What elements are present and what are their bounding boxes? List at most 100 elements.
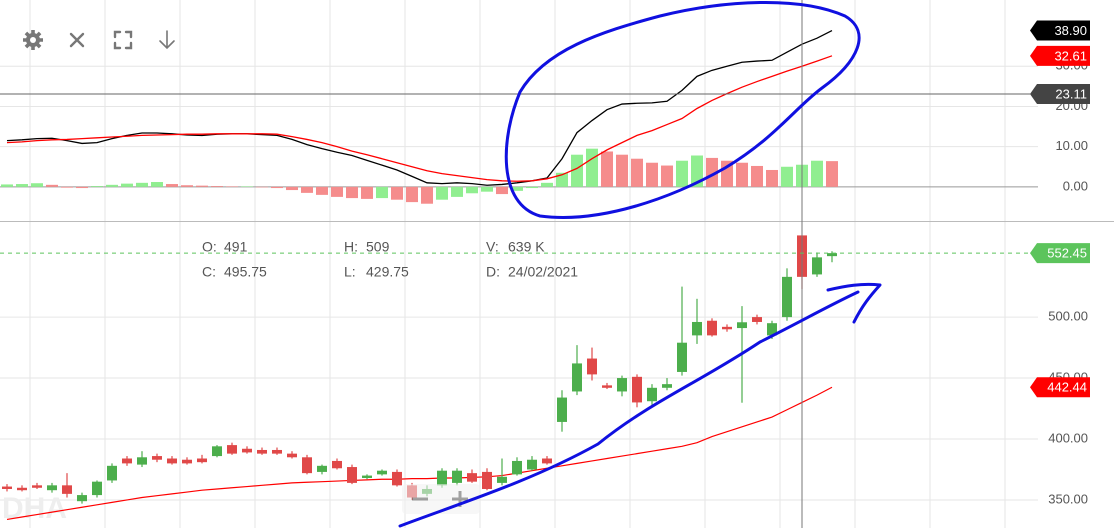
histogram-bar <box>751 165 763 187</box>
histogram-bar <box>256 186 268 188</box>
candle-body <box>437 470 447 486</box>
annotation-ellipse <box>504 1 861 219</box>
histogram-bar <box>766 169 778 187</box>
histogram-bar <box>241 186 253 187</box>
last-value-box <box>1030 45 1090 66</box>
candle-body <box>317 465 327 472</box>
histogram-bar <box>166 184 178 187</box>
candle-body <box>242 448 252 453</box>
histogram-bar <box>436 186 448 200</box>
gear-teeth <box>23 30 43 50</box>
annotations <box>398 1 882 528</box>
gear-hole <box>30 37 36 43</box>
histogram-bar <box>271 186 283 189</box>
candle-body <box>572 363 582 392</box>
candle-body <box>827 253 837 257</box>
candle-body <box>812 257 822 275</box>
marks-layer <box>1 29 838 521</box>
candle-body <box>32 485 42 488</box>
toolbar <box>19 26 175 54</box>
info-value: 639 K <box>508 239 545 255</box>
y-tick-label: 10.00 <box>1055 138 1088 153</box>
histogram-bar <box>556 172 568 187</box>
moving-average-line <box>6 386 833 521</box>
histogram-bar <box>586 148 598 187</box>
info-label: V: <box>486 239 499 255</box>
y-tick-label: 0.00 <box>1063 178 1088 193</box>
candle-body <box>197 458 207 463</box>
candle-body <box>362 475 372 479</box>
histogram-bar <box>646 162 658 187</box>
histogram-bar <box>466 186 478 194</box>
histogram-bar <box>136 182 148 187</box>
download-icon[interactable] <box>159 30 175 50</box>
candle-body <box>752 317 762 322</box>
info-value: 429.75 <box>366 264 409 280</box>
last-value-box <box>1030 377 1090 398</box>
last-value-text: 38.90 <box>1054 23 1087 38</box>
candle-body <box>347 467 357 483</box>
candle-body <box>227 445 237 454</box>
fullscreen-icon[interactable] <box>113 30 133 50</box>
overlay-layer: 38.90 32.61 23.11 442.44 552.45 O: 491 H: 509 V: 6… <box>0 0 1090 528</box>
info-value: 491 <box>224 239 248 255</box>
settings-icon[interactable] <box>19 26 47 54</box>
histogram-bar <box>1 184 13 187</box>
histogram-bar <box>376 186 388 199</box>
last-value-box <box>1030 20 1090 41</box>
histogram-bar <box>301 186 313 193</box>
last-value-label: 38.90 <box>1030 20 1090 41</box>
candle-body <box>707 320 717 336</box>
histogram-bar <box>76 186 88 189</box>
candle-body <box>17 487 27 491</box>
candle-body <box>332 460 342 469</box>
histogram-bar <box>196 185 208 187</box>
info-value: 509 <box>366 239 390 255</box>
last-value-text: 552.45 <box>1047 246 1087 261</box>
info-label: D: <box>486 264 500 280</box>
candle-body <box>542 458 552 464</box>
info-value: 495.75 <box>224 264 267 280</box>
candle-body <box>287 453 297 458</box>
ohlc-info: O: 491 H: 509 V: 639 K C: 495.75 L: 429.75 D: 24/02… <box>202 239 578 280</box>
crosshair-box <box>1030 83 1090 104</box>
close-icon[interactable] <box>69 32 85 48</box>
histogram-bar <box>601 151 613 187</box>
candle-body <box>92 481 102 496</box>
candle-body <box>692 321 702 336</box>
candle-body <box>767 323 777 336</box>
annotation-trendline <box>398 290 860 528</box>
last-value-label: 442.44 <box>1030 377 1090 398</box>
histogram-bar <box>61 186 73 188</box>
histogram-bar <box>511 186 523 191</box>
indicator-line <box>6 55 833 182</box>
candle-body <box>152 456 162 460</box>
histogram-bar <box>451 186 463 197</box>
candle-body <box>722 326 732 330</box>
histogram-bar <box>541 182 553 187</box>
candle-body <box>272 449 282 454</box>
candle-body <box>677 342 687 372</box>
candle-body <box>47 485 57 491</box>
histogram-bar <box>211 186 223 187</box>
candle-body <box>662 384 672 388</box>
histogram-bar <box>571 154 583 187</box>
info-label: O: <box>202 239 217 255</box>
histogram-bar <box>706 157 718 187</box>
histogram-bar <box>316 186 328 195</box>
zoom-toolbar <box>402 484 480 514</box>
candle-body <box>122 458 132 464</box>
info-label: C: <box>202 264 216 280</box>
gear-teeth <box>24 31 42 49</box>
crosshair-label: 23.11 <box>1030 83 1090 104</box>
crosshair-text: 23.11 <box>1055 86 1087 101</box>
candle-body <box>467 473 477 482</box>
last-value-box <box>1030 243 1090 264</box>
histogram-bar <box>46 184 58 187</box>
histogram-bar <box>496 186 508 195</box>
last-value-label: 32.61 <box>1030 45 1090 66</box>
info-label: H: <box>344 239 358 255</box>
